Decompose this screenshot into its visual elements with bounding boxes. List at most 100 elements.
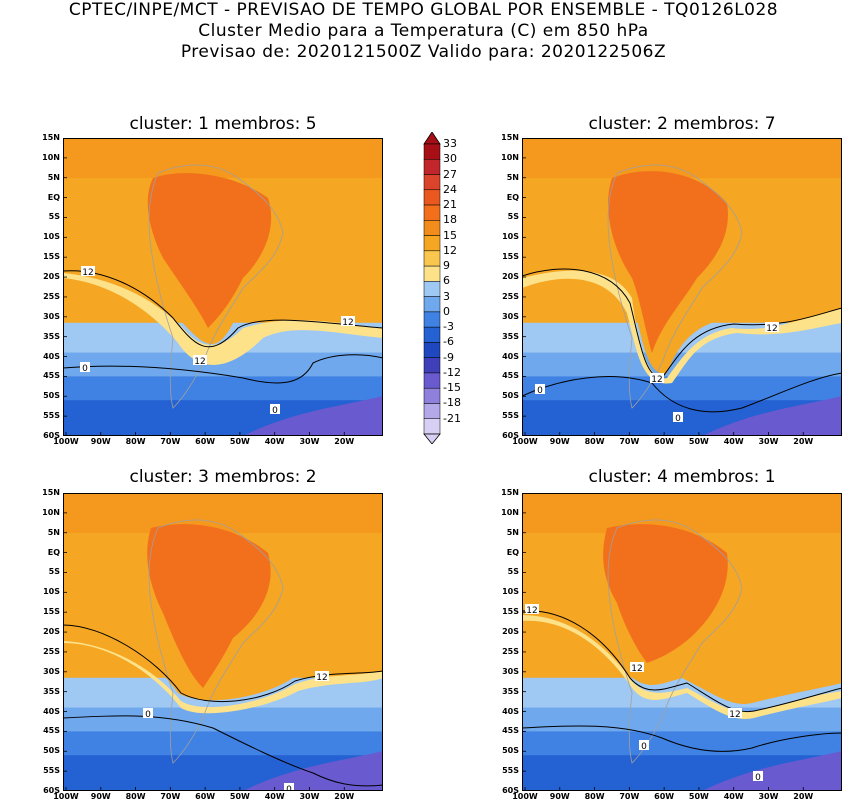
contour-label-bg — [639, 740, 649, 750]
lat-label: 25S — [43, 646, 60, 656]
field-21-continent — [147, 524, 271, 688]
lat-label: 40S — [502, 351, 519, 361]
map-frame — [63, 493, 383, 791]
colorbar-label: 18 — [443, 213, 457, 227]
lon-label: 70W — [619, 792, 640, 801]
field-neg12 — [243, 396, 383, 436]
colorbar-label: -12 — [443, 365, 461, 379]
lat-label: 10S — [43, 232, 60, 242]
contour-label-bg — [525, 604, 539, 614]
field-21-continent — [608, 171, 728, 353]
lat-label: 40S — [43, 351, 60, 361]
contour-label-0: 0 — [145, 710, 151, 720]
lat-label: 5S — [48, 567, 60, 577]
lat-label: 5S — [507, 212, 519, 222]
contour-label-bg — [80, 362, 90, 372]
lat-label: 45S — [43, 371, 60, 381]
continent-outline — [148, 519, 284, 764]
field-18-north — [522, 138, 842, 178]
contour-label-12: 12 — [651, 375, 662, 385]
field-18-north — [63, 493, 383, 533]
lon-label: 50W — [688, 437, 709, 446]
contour-label-bg — [753, 771, 763, 781]
lat-label: 15N — [501, 133, 519, 142]
field-neg12 — [702, 751, 842, 791]
colorbar-label: -15 — [443, 381, 461, 395]
lat-label: 5N — [506, 172, 519, 182]
contour-label-12: 12 — [766, 324, 777, 334]
colorbar-label: 12 — [443, 243, 457, 257]
colorbar-segment — [423, 143, 441, 160]
lon-label: 100W — [512, 792, 538, 801]
lat-label: 55S — [502, 411, 519, 421]
panel-4-title: cluster: 4 membros: 1 — [588, 467, 776, 487]
lon-label: 20W — [334, 437, 355, 446]
contour-label-12: 12 — [631, 664, 642, 674]
lat-label: 35S — [43, 686, 60, 696]
panel-2-title: cluster: 2 membros: 7 — [588, 114, 776, 134]
lon-label: 20W — [334, 792, 355, 801]
contour-label-bg — [143, 708, 153, 718]
lat-label: 5S — [507, 567, 519, 577]
contour-label-bg — [650, 373, 664, 383]
lon-label: 90W — [90, 792, 111, 801]
lon-label: 70W — [619, 437, 640, 446]
lon-label: 100W — [512, 437, 538, 446]
colorbar-label: -18 — [443, 396, 461, 410]
lat-label: 5N — [47, 527, 60, 537]
lon-label: 60W — [654, 792, 675, 801]
colorbar-label: 33 — [443, 137, 457, 150]
lat-label: 20S — [502, 272, 519, 282]
lat-label: 30S — [43, 666, 60, 676]
lat-label: 10S — [43, 587, 60, 597]
lon-label: 30W — [758, 792, 779, 801]
lat-label: 20S — [43, 627, 60, 637]
lat-label: 45S — [43, 726, 60, 736]
map-frame — [522, 493, 842, 791]
lat-label: 30S — [502, 311, 519, 321]
contour-label-0: 0 — [272, 406, 278, 416]
contour-label-bg — [630, 662, 644, 672]
lon-label: 30W — [758, 437, 779, 446]
lat-label: 40S — [43, 706, 60, 716]
lat-label: 50S — [502, 746, 519, 756]
contour-label-12: 12 — [729, 710, 740, 720]
contour-label-0: 0 — [82, 364, 88, 374]
lat-label: 5N — [47, 172, 60, 182]
contour-label-0: 0 — [675, 414, 681, 424]
contour-0 — [63, 715, 383, 787]
lon-label: 20W — [793, 437, 814, 446]
colorbar-bottom-arrow — [423, 433, 441, 444]
colorbar-label: 3 — [443, 289, 450, 303]
lon-label: 30W — [299, 792, 320, 801]
lat-label: 25S — [502, 291, 519, 301]
colorbar-segment — [423, 387, 441, 404]
colorbar-label: 21 — [443, 198, 457, 212]
lat-label: 30S — [43, 311, 60, 321]
lat-label: 10N — [42, 507, 60, 517]
colorbar-label: 0 — [443, 304, 450, 318]
lat-label: 15N — [501, 488, 519, 497]
colorbar-segment — [423, 220, 441, 236]
contour-label-12: 12 — [526, 606, 537, 616]
lon-label: 40W — [723, 792, 744, 801]
colorbar-label: 6 — [443, 274, 450, 288]
colorbar-segment — [423, 159, 441, 175]
lat-label: 20S — [502, 627, 519, 637]
contour-label-0: 0 — [755, 773, 761, 783]
field-21-continent — [147, 173, 272, 328]
field-18-north — [522, 493, 842, 533]
contour-0 — [63, 354, 383, 384]
lat-label: EQ — [47, 547, 60, 557]
colorbar-label: 15 — [443, 228, 457, 242]
lat-label: 35S — [502, 686, 519, 696]
lat-label: 20S — [43, 272, 60, 282]
contour-label-0: 0 — [537, 386, 543, 396]
lon-label: 60W — [195, 437, 216, 446]
contour-label-12: 12 — [82, 268, 93, 278]
lon-label: 50W — [688, 792, 709, 801]
lon-label: 30W — [299, 437, 320, 446]
map-frame — [522, 138, 842, 436]
colorbar-segment — [423, 372, 441, 389]
contour-label-bg — [765, 322, 779, 332]
